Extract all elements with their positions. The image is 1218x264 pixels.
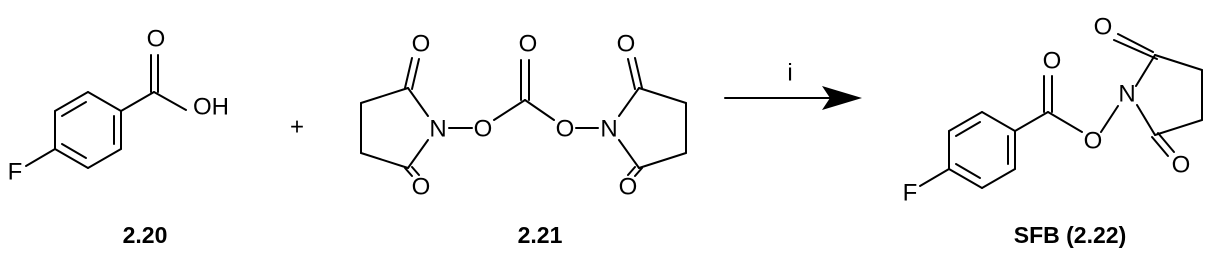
compound-2-22: O F O N O O SFB (2.22) [903,13,1203,248]
atom-label: O [412,30,431,57]
compound-2-21: O O N O O O N O O 2.21 [360,30,687,248]
atom-label: N [429,115,446,142]
atom-label: N [1118,80,1135,107]
atom-label: O [1043,47,1062,74]
reaction-arrow: i [724,59,862,110]
compound-label: 2.21 [518,222,563,248]
atom-label: O [1094,13,1113,40]
atom-label: O [1084,127,1103,154]
atom-label: O [519,30,538,57]
atom-label: OH [193,93,229,120]
compound-label: SFB (2.22) [1014,222,1126,248]
atom-label: O [556,115,575,142]
compound-label: 2.20 [123,222,168,248]
atom-label: O [619,173,638,200]
arrow-head [822,86,862,110]
atom-label: O [1172,151,1191,178]
atom-label: O [617,30,636,57]
reagent-label: i [787,59,792,86]
atom-label: O [474,115,493,142]
atom-label: F [8,158,23,185]
atom-label: F [903,179,918,206]
atom-label: O [147,25,166,52]
compound-2-20: O OH F 2.20 [8,25,229,248]
atom-label: O [412,173,431,200]
plus-sign: + [290,113,304,140]
atom-label: N [600,115,617,142]
